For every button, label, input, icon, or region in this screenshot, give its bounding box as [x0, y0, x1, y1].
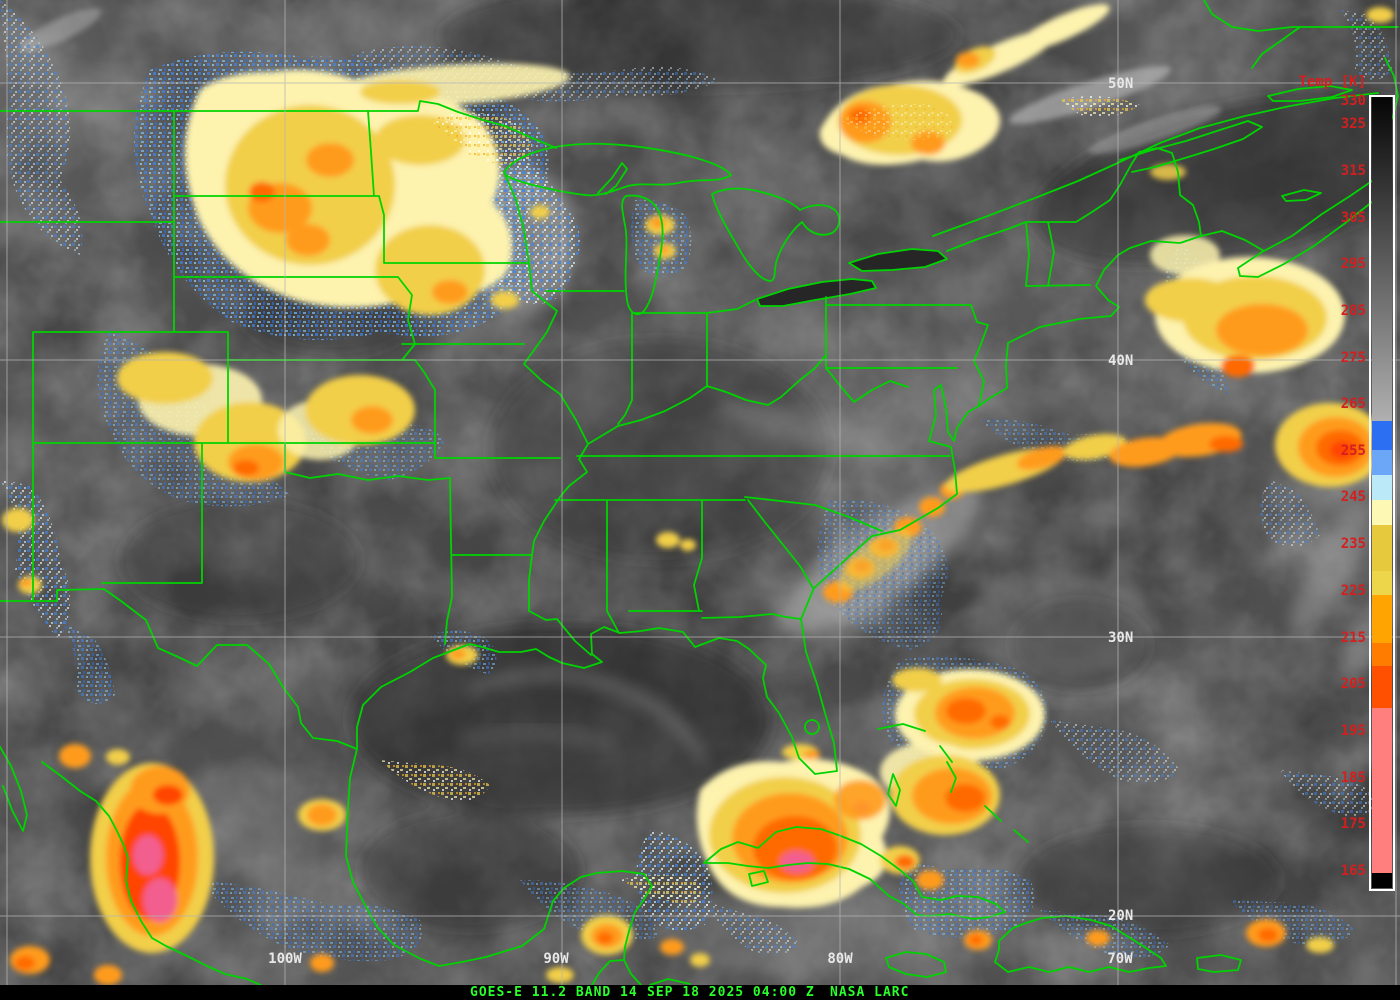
- storm-cuba: [696, 742, 1000, 908]
- lon-label-70w: 70W: [1107, 951, 1133, 967]
- yellow-speckle-layer: [380, 96, 1140, 905]
- lat-label-20n: 20N: [1108, 908, 1133, 924]
- caption-credit: NASA LARC: [830, 985, 910, 1000]
- border-quebec-shore: [932, 92, 1379, 237]
- border-puerto-rico: [1196, 954, 1242, 973]
- border-lake-superior: [503, 142, 732, 197]
- colorbar-segment: [1372, 500, 1392, 525]
- colorbar-tick: 245: [1341, 489, 1366, 505]
- border-anticosti: [1267, 85, 1353, 102]
- lon-label-90w: 90W: [543, 951, 569, 967]
- caption-datetime: SEP 18 2025 04:00 Z: [647, 985, 815, 1000]
- colorbar-tick: 315: [1341, 163, 1366, 179]
- colorbar-tick: 275: [1341, 350, 1366, 366]
- border-hispaniola: [994, 915, 1167, 973]
- border-quebec-north: [1203, 0, 1399, 69]
- colorbar-segment: [1372, 450, 1392, 475]
- colorbar-segment: [1372, 595, 1392, 643]
- colorbar-segment: [1372, 97, 1392, 421]
- lon-label-100w: 100W: [268, 951, 302, 967]
- cold-cloud-tops-layer: [2, 4, 1394, 985]
- temperature-colorbar: Temp [K] 330 325 315 305 295 285 275 265…: [1299, 74, 1395, 891]
- storm-mexico: [10, 744, 346, 985]
- colorbar-tick: 175: [1341, 816, 1366, 832]
- border-rio-grande: [0, 588, 358, 750]
- colorbar-segment: [1372, 666, 1392, 708]
- colorbar-segment: [1372, 873, 1392, 888]
- caption-bar: GOES-E 11.2 BAND 14 SEP 18 2025 04:00 Z …: [0, 985, 1400, 1000]
- border-baja: [0, 746, 28, 832]
- colorbar-segment: [1372, 525, 1392, 571]
- storm-tropics-east: [964, 7, 1394, 953]
- border-lake-huron: [711, 187, 841, 282]
- border-st-lawrence: [946, 147, 1202, 252]
- border-jamaica: [885, 951, 947, 978]
- colorbar-tick: 305: [1341, 210, 1366, 226]
- colorbar-tick: 325: [1341, 116, 1366, 132]
- colorbar-tick: 255: [1341, 443, 1366, 459]
- border-lake-erie: [756, 278, 877, 307]
- border-bahamas: [877, 723, 1029, 843]
- border-canada: [0, 100, 557, 149]
- storm-bahamas: [892, 668, 1045, 761]
- colorbar-tick: 195: [1341, 723, 1366, 739]
- colorbar-segment: [1372, 421, 1392, 450]
- storm-colorado-kansas: [117, 352, 415, 482]
- colorbar-tick: 285: [1341, 303, 1366, 319]
- colorbar-tick: 225: [1341, 583, 1366, 599]
- colorbar-segment: [1372, 475, 1392, 500]
- border-mexico-pacific: [41, 761, 263, 985]
- border-us-coast: [356, 235, 1202, 775]
- border-mexico-gulf: [345, 748, 691, 985]
- colorbar-segment: [1372, 643, 1392, 666]
- caption-source: GOES-E 11.2 BAND 14: [470, 985, 638, 1000]
- colorbar-tick: 235: [1341, 536, 1366, 552]
- border-lake-ontario: [848, 248, 948, 272]
- storm-gulf-stream-band: [782, 423, 1243, 760]
- colorbar-ticks: 330 325 315 305 295 285 275 265 255 245 …: [1341, 93, 1366, 879]
- storm-atlantic-east: [1275, 403, 1385, 487]
- colorbar-tick: 205: [1341, 676, 1366, 692]
- colorbar-tick: 165: [1341, 863, 1366, 879]
- grid-labels: 50N 40N 30N 20N 100W 90W 80W 70W: [268, 76, 1133, 967]
- storm-tropics-center: [546, 915, 710, 983]
- border-lake-okeechobee: [804, 719, 820, 735]
- storm-northeast-atlantic: [1145, 235, 1345, 377]
- lat-label-40n: 40N: [1108, 353, 1133, 369]
- colorbar-tick: 295: [1341, 256, 1366, 272]
- border-gaspe: [1119, 120, 1263, 173]
- storm-northern-plains: [185, 63, 570, 315]
- lat-label-30n: 30N: [1108, 630, 1133, 646]
- colorbar-segment: [1372, 571, 1392, 595]
- colorbar-frame: [1369, 95, 1395, 891]
- colorbar-tick: 330: [1341, 93, 1366, 109]
- lat-label-50n: 50N: [1108, 76, 1133, 92]
- colorbar-title: Temp [K]: [1299, 74, 1366, 90]
- storm-small-cells-west: [2, 508, 696, 665]
- colorbar-tick: 265: [1341, 396, 1366, 412]
- lon-label-80w: 80W: [827, 951, 853, 967]
- colorbar-tick: 215: [1341, 630, 1366, 646]
- border-cuba: [703, 826, 1006, 920]
- colorbar-segment: [1372, 708, 1392, 873]
- border-lake-michigan: [621, 194, 664, 315]
- colorbar-tick: 185: [1341, 770, 1366, 786]
